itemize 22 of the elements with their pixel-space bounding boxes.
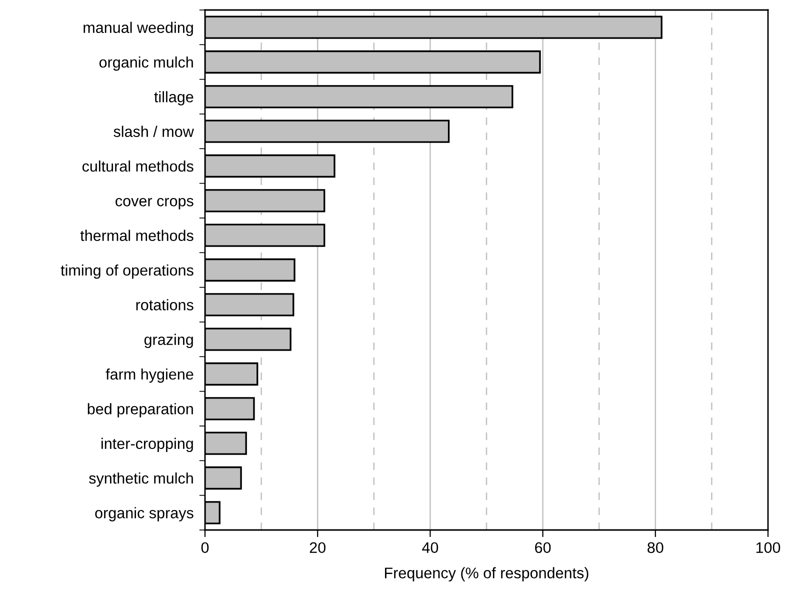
y-tick-label: cover crops xyxy=(116,198,194,210)
y-tick-label: timing of operations xyxy=(60,264,194,279)
y-tick-label: organic mulch xyxy=(99,56,193,71)
x-tick-label: 100 xyxy=(756,542,780,554)
y-tick-label: manual weeding xyxy=(84,22,193,36)
x-tick-label: 80 xyxy=(648,542,664,554)
y-tick-label: synthetic mulch xyxy=(89,472,193,487)
y-tick-label: slash / mow xyxy=(114,126,194,138)
y-tick-label: farm hygiene xyxy=(106,368,194,383)
x-axis-title: Frequency (% of respondents) xyxy=(385,567,588,582)
x-tick-label: 0 xyxy=(201,542,209,554)
x-tick-label: 40 xyxy=(422,542,438,554)
y-tick-label: inter-cropping xyxy=(102,438,193,452)
y-tick-label: cultural methods xyxy=(82,160,194,172)
x-tick-label: 20 xyxy=(310,542,326,554)
y-tick-label: tillage xyxy=(154,91,194,106)
y-tick-label: rotations xyxy=(136,299,194,310)
x-tick-label: 60 xyxy=(535,542,551,554)
y-tick-label: bed preparation xyxy=(88,403,193,418)
y-tick-label: grazing xyxy=(144,334,193,348)
y-tick-label: organic sprays xyxy=(95,507,194,522)
y-tick-label: thermal methods xyxy=(80,230,194,242)
